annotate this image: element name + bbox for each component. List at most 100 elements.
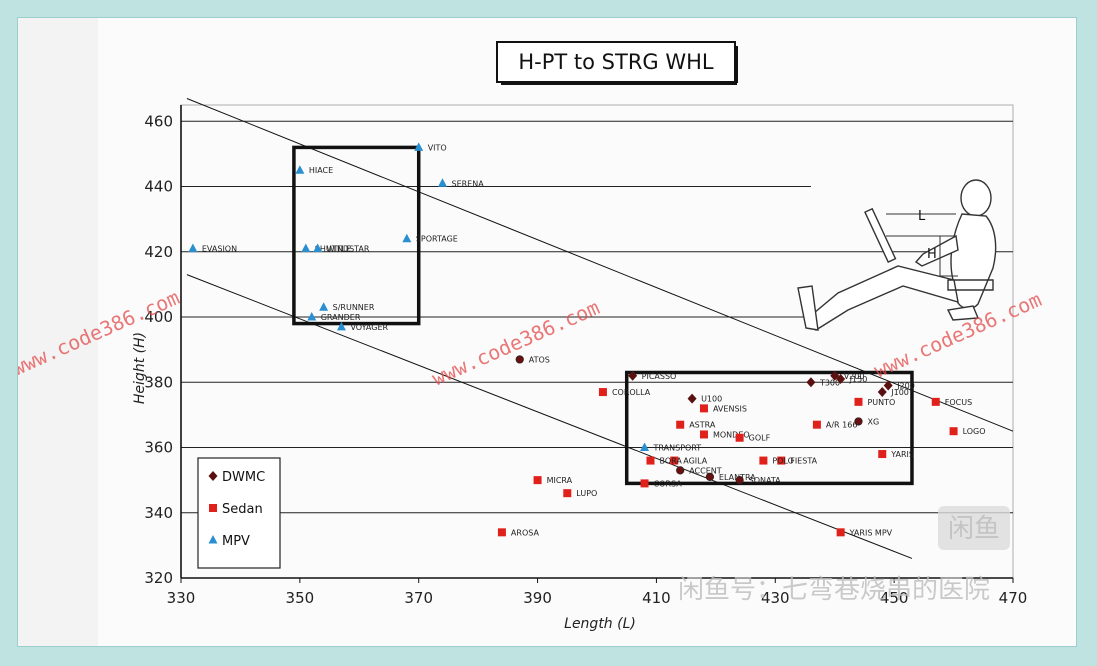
point-label-polo: POLO [772,457,794,466]
y-axis-label: Height (H) [132,332,148,404]
diagram-length-label: L [918,209,926,224]
point-label-lupo: LUPO [576,489,597,498]
legend-marker-mpv [208,535,218,544]
point-label-corsa: CORSA [654,479,683,488]
point-label-focus: FOCUS [945,398,972,407]
point-yaris [878,450,887,459]
x-axis-label: Length (L) [564,616,636,632]
y-tick-320: 320 [144,569,173,587]
point-label-sportage: SPORTAGE [416,235,458,244]
point-label-a-r-166: A/R 166 [826,421,858,430]
point-evasion [188,243,198,253]
point-label-arosa: AROSA [511,528,540,537]
point-hiace [295,165,305,174]
point-accent [676,466,685,475]
chart-title: H-PT to STRG WHL [518,50,714,74]
x-tick-430: 430 [761,589,790,607]
point-lupo [563,489,572,498]
point-avensis [699,404,708,413]
y-tick-360: 360 [144,439,173,457]
point-label-avensis: AVENSIS [713,404,747,413]
point-label-s-runner: S/RUNNER [333,303,375,312]
point-label-micra: MICRA [547,476,573,485]
point-xg [854,417,863,426]
chart-title-box: H-PT to STRG WHL [496,41,738,85]
legend-label-sedan: Sedan [222,502,263,517]
point-label-sonata: SONATA [749,476,781,485]
point-label-j100: J100 [890,388,909,397]
watermark-wechat: 闲鱼号：七弯巷烧串的医院 [678,575,990,605]
point-voyager [336,321,346,331]
point-shuttle [301,243,311,253]
point-label-logo: LOGO [963,427,986,436]
legend-label-dwmc: DWMC [222,470,265,485]
driver-posture-icon [797,179,997,331]
watermark-badge-box [938,506,1010,550]
point-t300 [806,377,816,388]
point-label-yaris: YARIS [890,450,914,459]
legend-label-mpv: MPV [222,534,250,549]
point-label-astra: ASTRA [689,421,716,430]
point-serena [437,178,447,187]
chart-frame: 320 340 360 380 400 420 440 460 330 350 370 390 410 4… [18,18,1076,646]
point-label-xg: XG [867,417,879,426]
point-sonata [735,476,744,485]
x-tick-470: 470 [999,589,1028,607]
x-tick-370: 370 [404,589,433,607]
point-corolla [598,388,607,397]
point-label-voyager: VOYAGER [350,323,388,332]
point-label-u100: U100 [701,395,722,404]
point-transport [640,442,650,452]
point-grander [307,312,317,321]
x-tick-450: 450 [880,589,909,607]
legend: DWMC Sedan MPV [197,457,281,569]
point-polo [759,456,768,465]
point-corsa [640,479,649,488]
point-label-bora: BORA [659,457,682,466]
y-tick-400: 400 [144,308,173,326]
point-punto [854,397,863,406]
point-arosa [497,528,506,537]
scatter-chart: 320 340 360 380 400 420 440 460 330 350 370 390 410 4… [18,18,1076,646]
trend-line-1 [186,98,1014,432]
point-focus [931,397,940,406]
point-yaris-mpv [836,528,845,537]
point-vito [414,142,424,151]
point-label-hiace: HIACE [309,166,333,175]
point-astra [676,420,685,429]
point-label-j200: J200 [896,382,915,391]
watermark-badge: 闲鱼 [948,514,1000,544]
point-label-j150: J150 [849,375,868,384]
point-bora [646,456,655,465]
point-sportage [402,233,412,243]
point-label-mondeo: MONDEO [713,430,750,439]
y-tick-420: 420 [144,243,173,261]
highlight-boxes [292,145,914,486]
point-label-picasso: PICASSO [642,372,677,381]
highlight-box-1 [292,145,421,326]
point-label-agila: AGILA [683,457,708,466]
point-label-v200: V200 [844,372,865,381]
x-tick-390: 390 [523,589,552,607]
point-label-corolla: COROLLA [612,388,651,397]
y-tick-440: 440 [144,178,173,196]
point-label-grander: GRANDER [321,313,361,322]
point-mondeo [699,430,708,439]
point-label-t300: T300 [819,378,840,387]
point-label-golf: GOLF [749,434,771,443]
legend-marker-sedan [209,504,217,512]
x-tick-410: 410 [642,589,671,607]
point-label-transport: TRANSPORT [653,444,702,453]
point-label-vito: VITO [428,143,447,152]
y-tick-340: 340 [144,504,173,522]
point-j150 [836,374,846,385]
point-j100 [877,387,887,398]
point-label-punto: PUNTO [867,398,895,407]
highlight-box-2 [624,370,914,486]
point-label-serena: SERENA [451,179,484,188]
point-label-atos: ATOS [529,355,550,364]
point-label-accent: ACCENT [689,466,722,475]
point-golf [735,433,744,442]
point-picasso [628,370,638,381]
